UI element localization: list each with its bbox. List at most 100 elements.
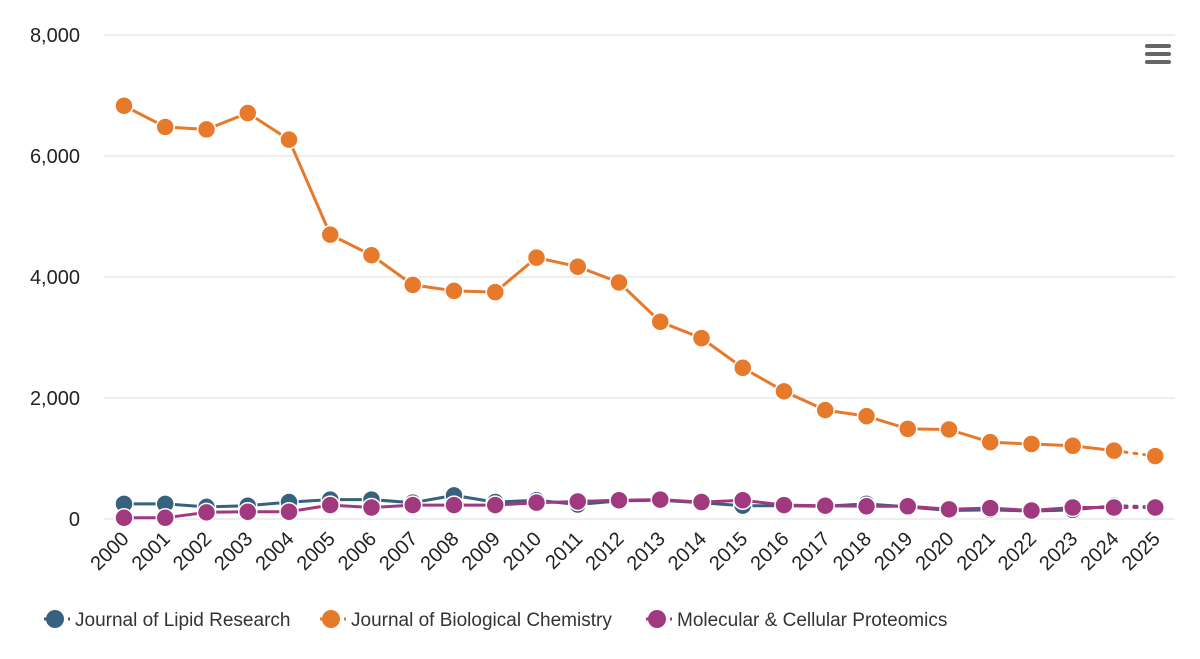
data-point[interactable]: [279, 129, 299, 150]
data-point[interactable]: [361, 245, 382, 265]
data-point[interactable]: [320, 224, 340, 245]
data-point[interactable]: [238, 501, 258, 522]
data-point[interactable]: [403, 275, 423, 295]
series-0: [114, 485, 1165, 521]
data-point[interactable]: [526, 247, 547, 268]
legend-marker: [46, 610, 64, 628]
y-tick-label: 2,000: [30, 388, 80, 410]
x-tick-label: 2025: [1118, 528, 1165, 575]
data-point[interactable]: [444, 495, 464, 515]
series-2: [114, 489, 1165, 528]
data-point[interactable]: [196, 502, 217, 523]
x-tick-label: 2014: [664, 528, 711, 575]
data-point[interactable]: [444, 281, 464, 301]
data-point[interactable]: [609, 272, 629, 293]
data-point[interactable]: [939, 499, 959, 520]
data-point[interactable]: [980, 498, 1000, 518]
data-point[interactable]: [1104, 497, 1124, 518]
data-point[interactable]: [898, 496, 918, 517]
x-tick-label: 2008: [417, 528, 464, 575]
data-point[interactable]: [114, 508, 134, 528]
data-point[interactable]: [485, 495, 505, 515]
data-point[interactable]: [1063, 497, 1083, 518]
data-point[interactable]: [526, 492, 547, 513]
data-point[interactable]: [1021, 434, 1042, 454]
x-tick-label: 2000: [87, 528, 134, 575]
data-point[interactable]: [815, 400, 835, 420]
data-point[interactable]: [279, 501, 299, 522]
x-tick-label: 2024: [1077, 528, 1124, 575]
series-layer: [114, 96, 1165, 528]
x-tick-label: 2002: [169, 528, 216, 575]
data-point[interactable]: [403, 495, 423, 515]
y-tick-label: 4,000: [30, 267, 80, 289]
data-point[interactable]: [485, 282, 505, 302]
x-tick-label: 2020: [912, 528, 959, 575]
data-point[interactable]: [856, 496, 877, 517]
x-tick-label: 2011: [541, 528, 587, 574]
data-point[interactable]: [1021, 500, 1042, 521]
data-point[interactable]: [774, 381, 794, 402]
data-point[interactable]: [568, 491, 588, 512]
y-tick-label: 8,000: [30, 25, 80, 47]
legend-label: Journal of Biological Chemistry: [351, 610, 612, 631]
x-tick-label: 2001: [128, 528, 175, 575]
x-axis: 2000200120022003200420052006200720082009…: [87, 528, 1165, 575]
chart-menu-button[interactable]: [1144, 42, 1172, 66]
y-tick-label: 0: [69, 509, 80, 531]
data-point[interactable]: [815, 495, 835, 516]
x-tick-label: 2009: [458, 528, 505, 575]
x-tick-label: 2007: [375, 528, 422, 575]
legend: Journal of Lipid Research Journal of Biol…: [44, 610, 947, 631]
data-point[interactable]: [898, 419, 918, 439]
legend-label: Journal of Lipid Research: [75, 610, 290, 631]
data-point[interactable]: [155, 117, 175, 137]
x-tick-label: 2006: [334, 528, 381, 575]
series-line-projection: [1112, 449, 1157, 458]
data-point[interactable]: [650, 489, 670, 510]
legend-label: Molecular & Cellular Proteomics: [677, 610, 947, 631]
data-point[interactable]: [939, 419, 959, 440]
x-tick-label: 2017: [788, 528, 835, 575]
x-tick-label: 2003: [210, 528, 257, 575]
data-point[interactable]: [320, 495, 340, 515]
data-point[interactable]: [1063, 436, 1083, 456]
data-point[interactable]: [650, 312, 670, 332]
legend-item[interactable]: Molecular & Cellular Proteomics: [646, 610, 947, 631]
data-point[interactable]: [856, 406, 877, 426]
legend-marker: [322, 610, 340, 628]
x-tick-label: 2018: [829, 528, 876, 575]
x-tick-label: 2010: [499, 528, 546, 575]
x-tick-label: 2023: [1035, 528, 1082, 575]
hamburger-menu-icon: [1145, 44, 1171, 64]
series-1: [114, 96, 1165, 466]
data-point[interactable]: [196, 119, 217, 140]
x-tick-label: 2016: [747, 528, 794, 575]
x-tick-label: 2021: [953, 528, 1000, 575]
x-tick-label: 2004: [252, 528, 299, 575]
data-point[interactable]: [568, 256, 588, 277]
data-point[interactable]: [1145, 497, 1165, 518]
legend-item[interactable]: Journal of Biological Chemistry: [320, 610, 612, 631]
data-point[interactable]: [238, 103, 258, 123]
x-tick-label: 2019: [870, 528, 917, 575]
data-point[interactable]: [980, 432, 1000, 452]
data-point[interactable]: [733, 490, 753, 510]
x-tick-label: 2013: [623, 528, 670, 575]
data-point[interactable]: [691, 328, 712, 348]
data-point[interactable]: [733, 358, 753, 378]
x-tick-label: 2015: [705, 528, 752, 575]
legend-item[interactable]: Journal of Lipid Research: [44, 610, 290, 631]
data-point[interactable]: [1104, 440, 1124, 461]
data-point[interactable]: [361, 497, 382, 518]
data-point[interactable]: [691, 492, 712, 512]
grid-layer: [104, 34, 1175, 520]
data-point[interactable]: [155, 508, 175, 528]
x-tick-label: 2022: [994, 528, 1041, 575]
data-point[interactable]: [114, 96, 134, 116]
data-point[interactable]: [774, 495, 794, 515]
data-point[interactable]: [609, 490, 629, 510]
data-point[interactable]: [1145, 446, 1165, 466]
